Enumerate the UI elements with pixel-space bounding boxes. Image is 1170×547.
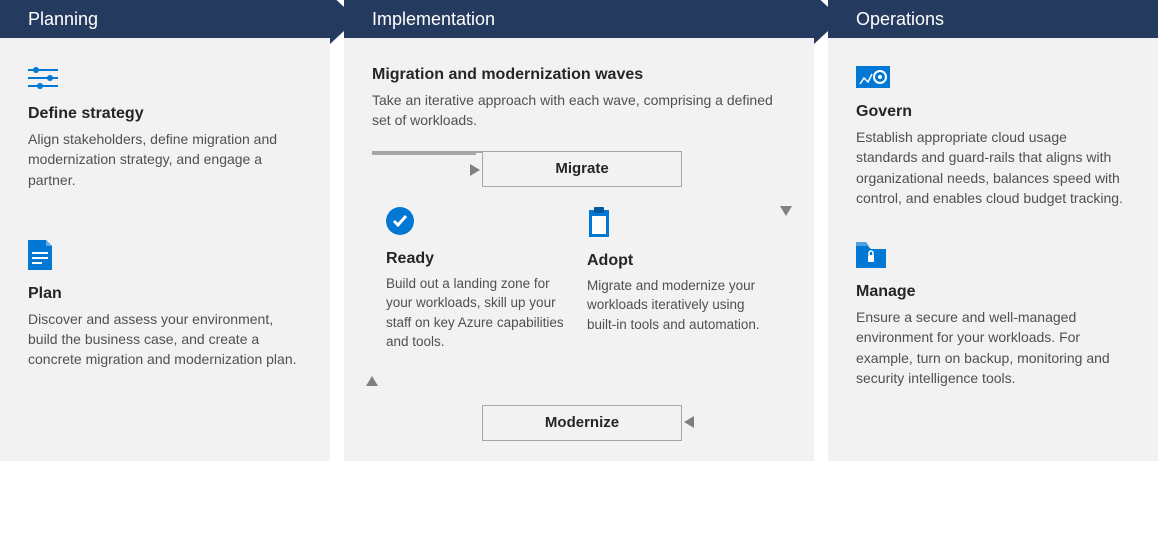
header-implementation-label: Implementation (372, 9, 495, 30)
adopt-title: Adopt (587, 252, 772, 270)
govern-title: Govern (856, 103, 1130, 121)
checkmark-circle-icon (386, 207, 571, 240)
column-operations: Operations Govern Establish appropriate … (828, 0, 1158, 461)
waves-title: Migration and modernization waves (372, 66, 786, 84)
item-define-strategy: Define strategy Align stakeholders, defi… (28, 66, 302, 190)
define-title: Define strategy (28, 105, 302, 123)
folder-lock-icon (856, 242, 1130, 273)
migrate-label: Migrate (555, 160, 608, 177)
item-adopt: Adopt Migrate and modernize your workloa… (587, 207, 772, 352)
gauge-icon (856, 66, 1130, 93)
waves-desc: Take an iterative approach with each wav… (372, 90, 786, 131)
define-desc: Align stakeholders, define migration and… (28, 129, 302, 190)
sliders-icon (28, 66, 302, 95)
infographic-root: Planning Define strategy Align stakehold… (0, 0, 1170, 461)
arrow-to-migrate-icon (470, 164, 480, 176)
manage-desc: Ensure a secure and well-managed environ… (856, 307, 1130, 388)
arrow-to-modernize-icon (684, 416, 694, 428)
document-icon (28, 240, 302, 275)
modernize-node: Modernize (482, 405, 682, 441)
ready-title: Ready (386, 250, 571, 268)
adopt-desc: Migrate and modernize your workloads ite… (587, 276, 772, 335)
header-planning-label: Planning (28, 9, 98, 30)
chevron-planning-icon (330, 0, 357, 44)
migrate-node: Migrate (482, 151, 682, 187)
header-operations-label: Operations (856, 9, 944, 30)
header-implementation: Implementation (344, 0, 814, 38)
column-implementation: Implementation Migration and modernizati… (344, 0, 814, 461)
arrow-from-migrate-icon (780, 206, 792, 216)
arrow-from-modernize-icon (366, 376, 378, 386)
plan-desc: Discover and assess your environment, bu… (28, 309, 302, 370)
chevron-implementation-icon (814, 0, 841, 44)
ready-desc: Build out a landing zone for your worklo… (386, 274, 571, 352)
header-operations: Operations (828, 0, 1158, 38)
manage-title: Manage (856, 283, 1130, 301)
clipboard-icon (587, 207, 772, 242)
item-waves: Migration and modernization waves Take a… (372, 66, 786, 131)
item-ready: Ready Build out a landing zone for your … (386, 207, 571, 352)
item-manage: Manage Ensure a secure and well-managed … (856, 242, 1130, 388)
header-planning: Planning (0, 0, 330, 38)
item-govern: Govern Establish appropriate cloud usage… (856, 66, 1130, 208)
plan-title: Plan (28, 285, 302, 303)
loop-right-line (372, 153, 476, 155)
cycle-diagram: Migrate Modernize Ready Build out a land… (372, 151, 786, 441)
govern-desc: Establish appropriate cloud usage standa… (856, 127, 1130, 208)
item-plan: Plan Discover and assess your environmen… (28, 240, 302, 370)
modernize-label: Modernize (545, 414, 619, 431)
column-planning: Planning Define strategy Align stakehold… (0, 0, 330, 461)
